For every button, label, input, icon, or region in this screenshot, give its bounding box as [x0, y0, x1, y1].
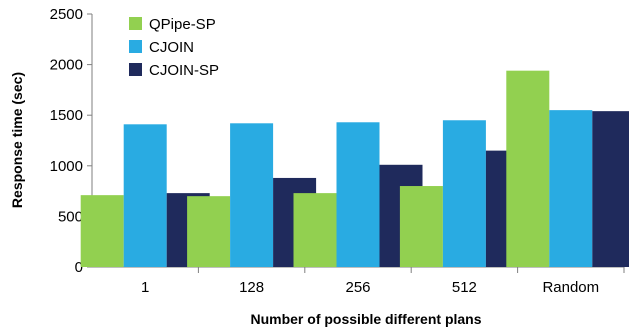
legend-swatch-cjoin — [129, 40, 142, 53]
y-tick-label: 1000 — [50, 158, 83, 175]
bar-cjoin-512 — [442, 120, 486, 267]
y-tick-label: 2500 — [50, 6, 83, 23]
x-tick-label: 512 — [452, 279, 477, 296]
x-axis-title: Number of possible different plans — [250, 311, 481, 327]
plot-area: 0 500 1000 1500 2000 2500 1 128 256 512 Random — [50, 6, 629, 296]
bar-cjoin-256 — [336, 122, 380, 267]
bar-qpipe-sp-random — [506, 70, 550, 267]
legend-label-qpipe-sp: QPipe-SP — [149, 16, 216, 33]
legend-swatch-qpipe-sp — [129, 17, 142, 30]
legend-swatch-cjoin-sp — [129, 63, 142, 76]
bar-qpipe-sp-1 — [80, 195, 124, 267]
bar-qpipe-sp-256 — [293, 193, 337, 267]
x-tick-label: 1 — [141, 279, 149, 296]
y-axis-title: Response time (sec) — [9, 72, 25, 208]
y-tick-label: 2000 — [50, 57, 83, 74]
y-tick-label: 500 — [58, 208, 83, 225]
bar-qpipe-sp-512 — [399, 186, 443, 267]
x-tick-label: Random — [542, 279, 599, 296]
y-tick-label: 1500 — [50, 107, 83, 124]
bar-qpipe-sp-128 — [187, 196, 231, 267]
x-tick-label: 256 — [345, 279, 370, 296]
bar-cjoin-1 — [123, 124, 167, 267]
y-tick-label: 0 — [75, 259, 83, 276]
legend: QPipe-SP CJOIN CJOIN-SP — [129, 16, 219, 79]
bar-cjoin-128 — [230, 123, 274, 268]
legend-label-cjoin: CJOIN — [149, 39, 194, 56]
legend-label-cjoin-sp: CJOIN-SP — [149, 62, 219, 79]
bar-cjoin-random — [549, 110, 593, 267]
bar-cjoin-sp-random — [592, 111, 629, 267]
x-tick-label: 128 — [239, 279, 264, 296]
